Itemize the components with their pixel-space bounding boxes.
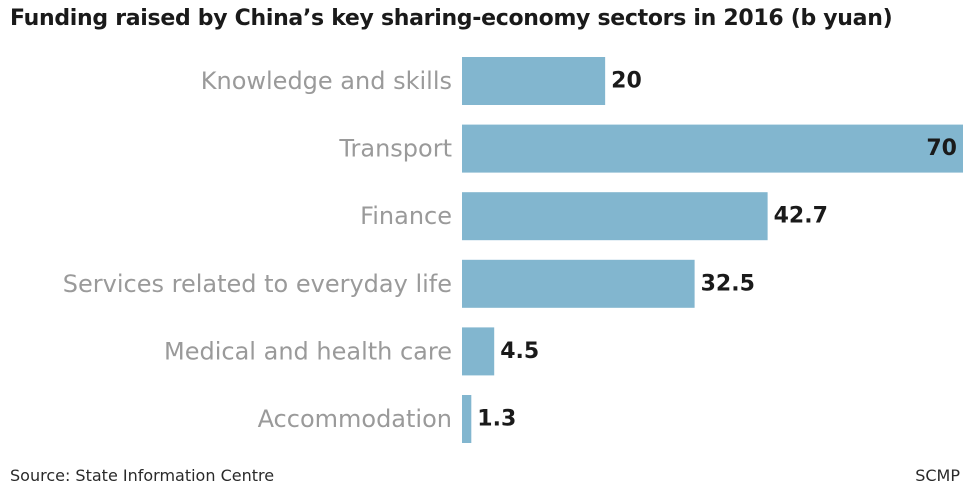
bar-transport bbox=[462, 124, 963, 173]
value-label-accommodation: 1.3 bbox=[477, 407, 516, 432]
bar-medical-and-health-care bbox=[462, 327, 495, 376]
value-label-knowledge-and-skills: 20 bbox=[611, 69, 642, 94]
source-note: Source: State Information Centre bbox=[10, 466, 275, 485]
bar-finance bbox=[462, 192, 768, 241]
value-label-services-related-to-everyday-life: 32.5 bbox=[701, 271, 755, 296]
value-label-transport: 70 bbox=[926, 136, 957, 161]
bar-accommodation bbox=[462, 395, 472, 443]
chart-title: Funding raised by China’s key sharing-ec… bbox=[10, 6, 893, 31]
bar-knowledge-and-skills bbox=[462, 57, 606, 105]
category-label-services-related-to-everyday-life: Services related to everyday life bbox=[63, 270, 452, 298]
value-label-medical-and-health-care: 4.5 bbox=[500, 339, 539, 364]
category-label-medical-and-health-care: Medical and health care bbox=[164, 337, 452, 365]
bar-services-related-to-everyday-life bbox=[462, 259, 695, 308]
publisher-credit: SCMP bbox=[915, 466, 960, 485]
category-label-knowledge-and-skills: Knowledge and skills bbox=[201, 67, 452, 95]
bar-chart: Knowledge and skills 20 Transport 70 Finance… bbox=[63, 57, 963, 443]
category-label-finance: Finance bbox=[360, 202, 452, 230]
value-label-finance: 42.7 bbox=[774, 204, 828, 229]
category-label-accommodation: Accommodation bbox=[258, 405, 452, 433]
category-label-transport: Transport bbox=[338, 135, 452, 163]
